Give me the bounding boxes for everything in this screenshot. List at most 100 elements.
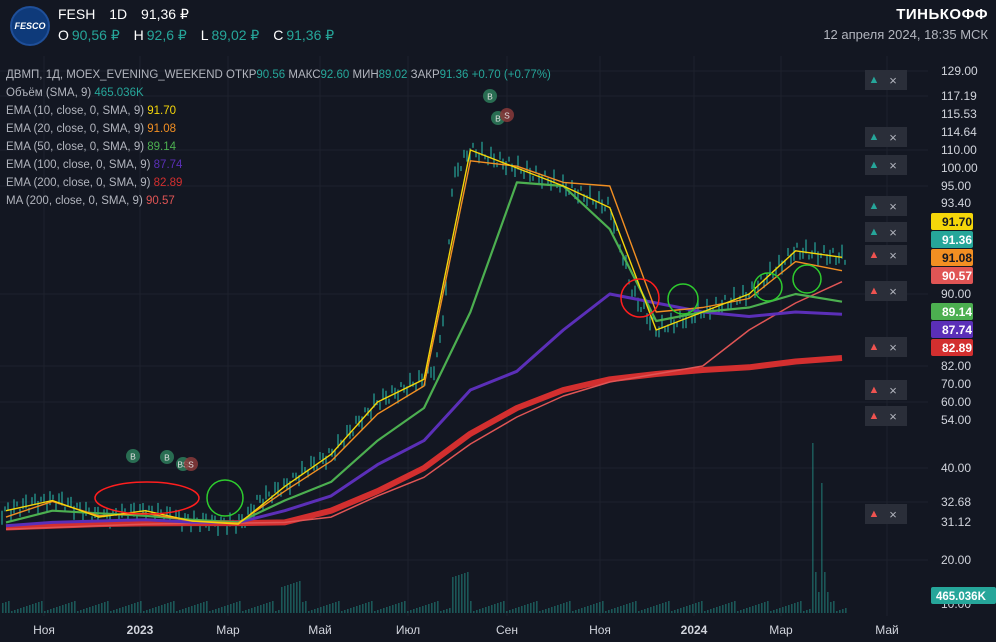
volume-bar — [215, 609, 217, 613]
alert-bell-icon[interactable]: ▲ — [868, 508, 880, 520]
volume-bar — [308, 611, 310, 613]
alert-bell-icon[interactable]: ▲ — [868, 249, 880, 261]
volume-bar — [779, 608, 781, 613]
alert-bell-icon[interactable]: ▲ — [868, 131, 880, 143]
time-axis[interactable]: Ноя 2023 Мар Май Июл Сен Ноя 2024 Мар Май — [0, 616, 930, 642]
volume-bar — [689, 605, 691, 613]
volume-bar — [551, 607, 553, 613]
volume-bar — [419, 607, 421, 613]
volume-bar — [638, 611, 640, 613]
close-icon[interactable]: × — [889, 506, 897, 522]
close-icon[interactable]: × — [889, 408, 897, 424]
volume-bar — [719, 606, 721, 613]
close-icon[interactable]: × — [889, 157, 897, 173]
volume-bar — [83, 609, 85, 613]
volume-bar — [278, 610, 280, 613]
volume-bar — [536, 601, 538, 613]
close-icon[interactable]: × — [889, 72, 897, 88]
volume-bar — [626, 604, 628, 613]
volume-bar — [653, 606, 655, 613]
alert-bell-icon[interactable]: ▲ — [868, 410, 880, 422]
volume-bar — [665, 602, 667, 613]
legend-ma200[interactable]: MA (200, close, 0, SMA, 9) 90.57 — [6, 192, 551, 210]
alert-bell-icon[interactable]: ▲ — [868, 285, 880, 297]
legend-high: 92.60 — [320, 69, 350, 81]
legend-symbol[interactable]: ДВМП, 1Д, MOEX_EVENING_WEEKEND — [6, 69, 223, 81]
volume-bar — [782, 607, 784, 613]
price-axis[interactable]: 129.00 117.19 115.53 114.64 110.00 100.00 95.0… — [930, 56, 996, 642]
volume-bar — [641, 610, 643, 613]
volume-bar — [473, 611, 475, 613]
volume-bar — [821, 483, 823, 613]
close-icon[interactable]: × — [889, 198, 897, 214]
volume-bar — [344, 610, 346, 613]
legend-ma200-label: MA (200, close, 0, SMA, 9) — [6, 195, 143, 207]
volume-bar — [815, 572, 817, 613]
volume-bar — [341, 611, 343, 613]
alert-bell-icon[interactable]: ▲ — [868, 384, 880, 396]
legend-volume[interactable]: Объём (SMA, 9) 465.036K — [6, 84, 551, 102]
volume-bar — [590, 605, 592, 613]
legend-ema200[interactable]: EMA (200, close, 0, SMA, 9) 82.89 — [6, 174, 551, 192]
volume-bar — [560, 604, 562, 613]
alert-bell-icon[interactable]: ▲ — [868, 159, 880, 171]
legend-ema50[interactable]: EMA (50, close, 0, SMA, 9) 89.14 — [6, 138, 551, 156]
volume-bar — [176, 611, 178, 613]
volume-bar — [614, 608, 616, 613]
volume-bar — [644, 609, 646, 613]
legend-close-label: ЗАКР — [410, 69, 440, 81]
volume-bar — [755, 605, 757, 613]
volume-bar — [806, 610, 808, 613]
volume-bar — [71, 602, 73, 613]
volume-bar — [692, 604, 694, 613]
price-tag-89.14: 89.14 — [942, 305, 972, 319]
volume-bar — [329, 604, 331, 613]
close-icon[interactable]: × — [889, 247, 897, 263]
alert-bell-icon[interactable]: ▲ — [868, 341, 880, 353]
volume-bar — [824, 572, 826, 613]
price-tick-label: 95.00 — [941, 179, 971, 193]
volume-bar — [203, 602, 205, 613]
volume-bar — [770, 611, 772, 613]
volume-bar — [134, 603, 136, 613]
volume-bar — [212, 610, 214, 613]
volume-bar — [800, 601, 802, 613]
price-chart[interactable]: B BBS SBB S129.00117.19115.53114.64110.0010… — [0, 56, 996, 642]
volume-bar — [746, 608, 748, 613]
price-tag-bg — [931, 213, 973, 230]
volume-bar — [764, 602, 766, 613]
volume-bar — [281, 587, 283, 613]
volume-bar — [482, 608, 484, 613]
close-icon[interactable]: × — [889, 129, 897, 145]
close-icon[interactable]: × — [889, 382, 897, 398]
alert-bell-icon[interactable]: ▲ — [868, 200, 880, 212]
volume-bar — [680, 608, 682, 613]
volume-bar — [347, 609, 349, 613]
ticker-symbol[interactable]: FESH — [58, 6, 96, 22]
price-tick-label: 129.00 — [941, 64, 978, 78]
legend-ema10[interactable]: EMA (10, close, 0, SMA, 9) 91.70 — [6, 102, 551, 120]
volume-bar — [629, 603, 631, 613]
legend-ema20-label: EMA (20, close, 0, SMA, 9) — [6, 123, 145, 135]
close-icon[interactable]: × — [889, 283, 897, 299]
price-tag-bg — [931, 231, 973, 248]
legend-ma200-value: 90.57 — [145, 195, 175, 207]
legend-ema20[interactable]: EMA (20, close, 0, SMA, 9) 91.08 — [6, 120, 551, 138]
alert-bell-icon[interactable]: ▲ — [868, 226, 880, 238]
close-icon[interactable]: × — [889, 224, 897, 240]
volume-bar — [173, 601, 175, 613]
alert-row: ▲ × — [865, 380, 907, 400]
alert-bell-icon[interactable]: ▲ — [868, 74, 880, 86]
close-icon[interactable]: × — [889, 339, 897, 355]
interval-label[interactable]: 1D — [109, 6, 128, 22]
legend-ema100[interactable]: EMA (100, close, 0, SMA, 9) 87.74 — [6, 156, 551, 174]
volume-bar — [596, 603, 598, 613]
volume-bar — [224, 606, 226, 613]
volume-bar — [89, 607, 91, 613]
volume-bar — [269, 602, 271, 613]
volume-bar — [659, 604, 661, 613]
volume-bar — [686, 606, 688, 613]
volume-bar — [446, 609, 448, 613]
volume-bar — [740, 610, 742, 613]
fesco-logo: FESCO — [10, 6, 50, 46]
